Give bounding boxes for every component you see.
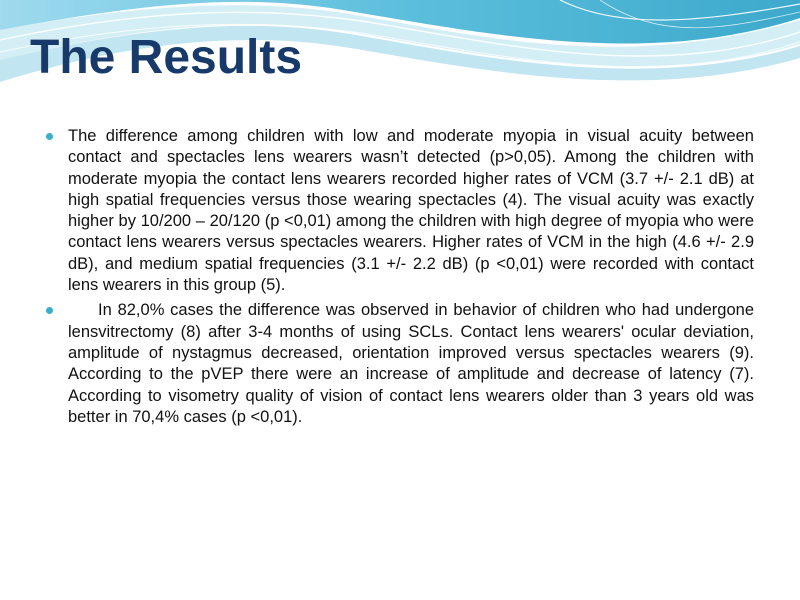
wave-band-back — [0, 0, 800, 44]
slide-title: The Results — [30, 31, 303, 84]
wave-line-3 — [559, 0, 800, 21]
bullet-dot-icon — [46, 307, 53, 315]
bullet-text: The difference among children with low a… — [68, 127, 754, 295]
bullet-item: In 82,0% cases the difference was observ… — [44, 300, 754, 428]
wave-band-light — [0, 5, 800, 67]
wave-band-front — [0, 25, 800, 82]
bullet-text: In 82,0% cases the difference was observ… — [68, 301, 754, 426]
bullet-dot-icon — [46, 133, 53, 140]
wave-line-1 — [0, 11, 800, 57]
bullet-item: The difference among children with low a… — [44, 126, 754, 296]
wave-line-4 — [599, 0, 800, 29]
bullet-list: The difference among children with low a… — [44, 126, 754, 432]
wave-line-2 — [0, 23, 800, 68]
wave-decoration — [0, 0, 800, 100]
